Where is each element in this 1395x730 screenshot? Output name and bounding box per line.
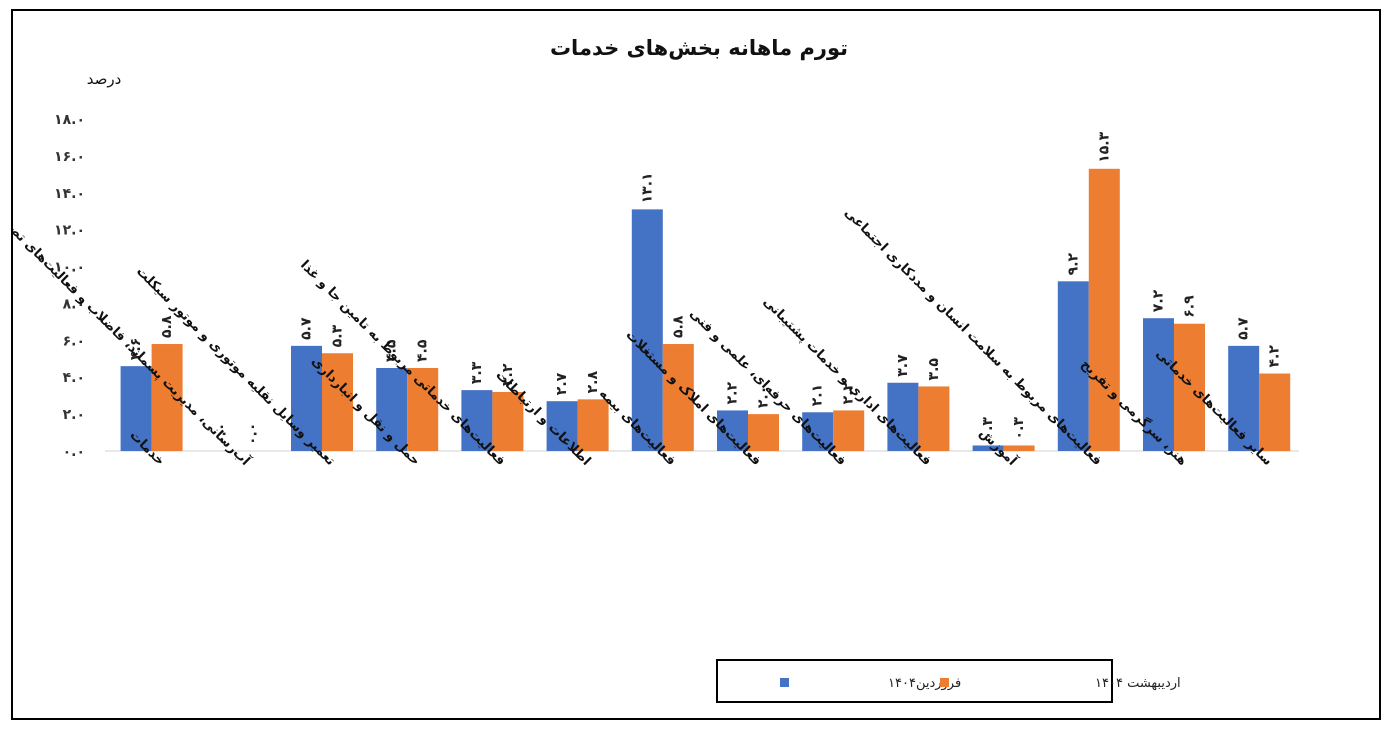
data-label-series-2: ۴.۵ bbox=[415, 339, 431, 362]
data-label-series-2: ۵.۸ bbox=[670, 315, 686, 338]
data-label-series-2: ۰.۰ bbox=[244, 423, 260, 445]
bar-series-1 bbox=[1057, 281, 1089, 451]
legend-label-series-1: فروردین۱۴۰۴ bbox=[888, 676, 961, 691]
y-tick-label: ۶.۰ bbox=[63, 333, 85, 349]
y-tick-label: ۴.۰ bbox=[63, 370, 85, 386]
data-label-series-1: ۰.۰ bbox=[213, 423, 229, 445]
bar-series-1 bbox=[291, 345, 322, 451]
bar-series-1 bbox=[972, 445, 1004, 451]
data-label-series-1: ۵.۷ bbox=[299, 317, 315, 340]
bar-series-1 bbox=[120, 366, 152, 451]
y-axis-unit: درصد bbox=[87, 70, 122, 88]
bar-series-1 bbox=[631, 209, 663, 451]
bar-series-2 bbox=[1003, 445, 1035, 451]
bar-series-2 bbox=[1259, 373, 1291, 451]
y-axis: ۰.۰ ۲.۰ ۴.۰ ۶.۰ ۸.۰ ۱۰.۰ ۱۲.۰ ۱۴.۰ ۱۶.۰ ۱۸.۰ bbox=[54, 112, 85, 460]
bar-series-2 bbox=[577, 399, 609, 451]
legend: فروردین۱۴۰۴ اردیبهشت ۱۴۰۴ bbox=[716, 659, 1181, 703]
bar-series-2 bbox=[748, 414, 779, 451]
y-tick-label: ۸.۰ bbox=[63, 296, 85, 312]
data-label-series-2: ۳.۲ bbox=[500, 363, 516, 386]
y-tick-label: ۱۴.۰ bbox=[54, 186, 85, 202]
data-label-series-1: ۳.۷ bbox=[895, 354, 911, 377]
data-label-series-2: ۰.۳ bbox=[1011, 417, 1027, 440]
y-tick-label: ۱۲.۰ bbox=[54, 223, 85, 239]
data-label-series-1: ۷.۲ bbox=[1151, 289, 1167, 312]
bar-series-2 bbox=[662, 344, 694, 451]
data-label-series-2: ۲.۰ bbox=[756, 386, 772, 408]
y-tick-label: ۱۰.۰ bbox=[54, 260, 85, 276]
y-tick-label: ۱۸.۰ bbox=[54, 112, 85, 128]
data-label-series-1: ۲.۷ bbox=[554, 372, 570, 395]
bar-series-2 bbox=[833, 410, 865, 451]
data-label-series-2: ۳.۵ bbox=[926, 358, 942, 381]
bar-series-1 bbox=[1143, 318, 1174, 451]
bar-series-2 bbox=[322, 353, 353, 451]
legend-swatch-series-1 bbox=[780, 678, 789, 687]
data-label-series-2: ۶.۹ bbox=[1182, 295, 1198, 318]
data-label-series-1: ۱۳.۱ bbox=[639, 172, 655, 203]
bar-series-1 bbox=[717, 410, 748, 451]
bar-series-1 bbox=[802, 412, 834, 451]
data-label-series-1: ۳.۳ bbox=[469, 361, 485, 384]
data-label-series-1: ۰.۳ bbox=[980, 417, 996, 440]
data-label-series-1: ۲.۱ bbox=[810, 384, 826, 406]
data-label-series-2: ۵.۸ bbox=[159, 315, 175, 338]
bars-group bbox=[120, 168, 1291, 452]
data-label-series-2: ۲.۸ bbox=[585, 370, 601, 393]
legend-swatch-series-2 bbox=[940, 678, 949, 687]
bar-series-1 bbox=[461, 390, 493, 451]
data-label-series-2: ۲.۲ bbox=[841, 382, 857, 405]
bar-series-2 bbox=[918, 386, 950, 451]
data-label-series-2: ۵.۳ bbox=[330, 324, 346, 347]
data-label-series-2: ۱۵.۳ bbox=[1096, 131, 1112, 162]
chart-frame: تورم ماهانه بخش‌های خدمات درصد ۰.۰ ۲.۰ ۴.۰… bbox=[11, 9, 1381, 720]
data-label-series-1: ۴.۶ bbox=[128, 338, 144, 360]
data-label-series-1: ۹.۲ bbox=[1065, 252, 1081, 275]
bar-series-2 bbox=[1088, 168, 1120, 452]
bar-series-2 bbox=[407, 368, 439, 451]
y-tick-label: ۲.۰ bbox=[63, 407, 85, 423]
legend-label-series-2: اردیبهشت ۱۴۰۴ bbox=[1095, 676, 1181, 691]
bar-series-2 bbox=[492, 391, 524, 451]
data-label-series-1: ۴.۵ bbox=[384, 339, 400, 362]
chart-svg: تورم ماهانه بخش‌های خدمات درصد ۰.۰ ۲.۰ ۴.۰… bbox=[13, 36, 1299, 703]
bar-series-1 bbox=[546, 401, 578, 451]
data-label-series-2: ۴.۲ bbox=[1267, 345, 1283, 368]
y-tick-label: ۰.۰ bbox=[63, 444, 85, 460]
data-labels-group: ۴.۶ ۵.۸ ۰.۰ ۰.۰ ۵.۷ ۵.۳ ۴.۵ ۴.۵ ۳.۳ ۳.۲ ۲.۷ ۲.۸ ۱۳.۱… bbox=[128, 131, 1283, 445]
data-label-series-1: ۲.۲ bbox=[725, 382, 741, 405]
bar-series-1 bbox=[1228, 345, 1260, 451]
bar-series-2 bbox=[1174, 323, 1205, 451]
bar-series-1 bbox=[376, 368, 408, 451]
y-tick-label: ۱۶.۰ bbox=[54, 149, 85, 165]
bar-series-2 bbox=[151, 344, 183, 451]
data-label-series-1: ۵.۷ bbox=[1236, 317, 1252, 340]
chart-title: تورم ماهانه بخش‌های خدمات bbox=[550, 36, 848, 60]
bar-series-1 bbox=[887, 382, 919, 451]
